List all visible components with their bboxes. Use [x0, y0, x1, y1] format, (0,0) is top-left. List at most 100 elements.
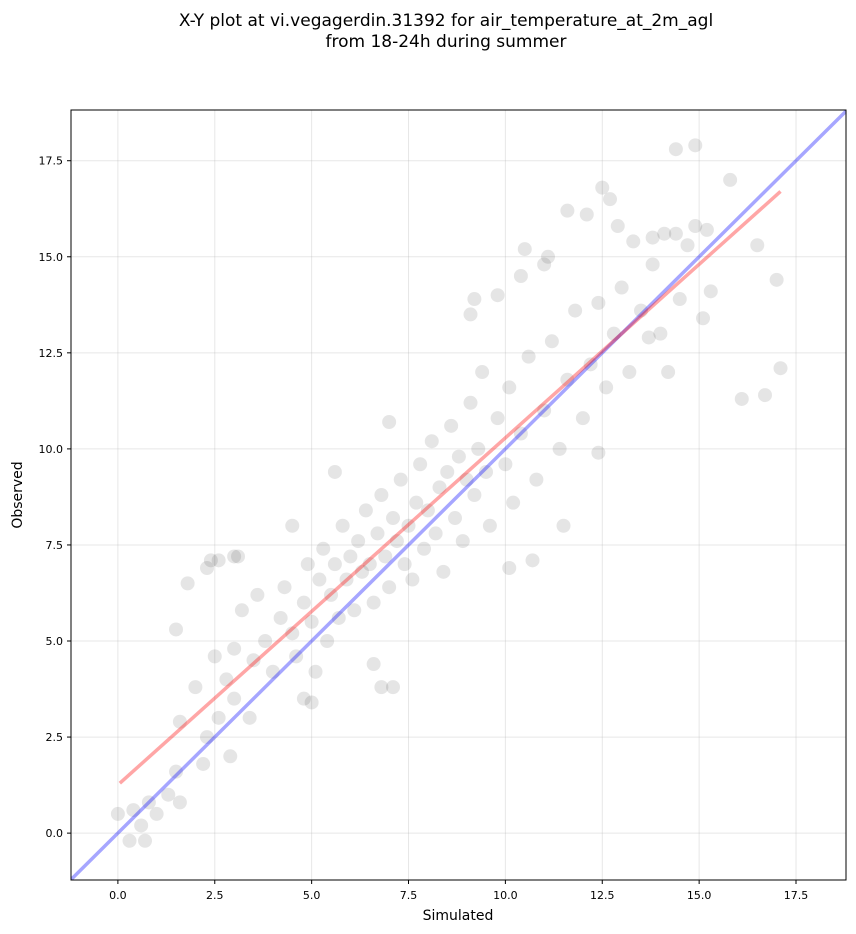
point	[463, 307, 478, 322]
point	[285, 518, 300, 533]
point	[389, 534, 404, 549]
point	[467, 292, 482, 307]
point	[560, 203, 575, 218]
point	[475, 365, 490, 380]
point	[595, 180, 610, 195]
point	[591, 445, 606, 460]
point	[634, 303, 649, 318]
x-axis-label: Simulated	[423, 908, 494, 924]
point	[397, 557, 412, 572]
point	[444, 418, 459, 433]
point	[242, 710, 257, 725]
point	[393, 472, 408, 487]
point	[227, 549, 242, 564]
point	[296, 595, 311, 610]
point	[386, 511, 401, 526]
point	[610, 219, 625, 234]
point	[517, 242, 532, 257]
point	[502, 561, 517, 576]
chart-title: X-Y plot at vi.vegagerdin.31392 for air_…	[179, 11, 713, 52]
point	[366, 595, 381, 610]
point	[750, 238, 765, 253]
point	[149, 806, 164, 821]
y-tick-label: 7.5	[46, 539, 64, 552]
point	[463, 395, 478, 410]
point	[289, 649, 304, 664]
point	[579, 207, 594, 222]
x-tick-label: 5.0	[303, 889, 321, 902]
point	[277, 580, 292, 595]
point	[122, 833, 137, 848]
point	[386, 680, 401, 695]
point	[335, 518, 350, 533]
point	[734, 391, 749, 406]
point	[723, 172, 738, 187]
point	[537, 403, 552, 418]
point	[758, 388, 773, 403]
point	[161, 787, 176, 802]
y-axis-label: Observed	[10, 461, 26, 528]
point	[285, 626, 300, 641]
point	[490, 288, 505, 303]
point	[479, 464, 494, 479]
point	[436, 564, 451, 579]
point	[432, 480, 447, 495]
point	[200, 561, 215, 576]
y-tick-label: 2.5	[46, 731, 64, 744]
point	[575, 411, 590, 426]
point	[513, 268, 528, 283]
point	[599, 380, 614, 395]
point	[223, 749, 238, 764]
point	[196, 756, 211, 771]
point	[525, 553, 540, 568]
point	[614, 280, 629, 295]
point	[172, 795, 187, 810]
x-tick-label: 17.5	[784, 889, 809, 902]
point	[568, 303, 583, 318]
point	[324, 587, 339, 602]
point	[773, 361, 788, 376]
point	[358, 503, 373, 518]
point	[169, 764, 184, 779]
x-tick-label: 2.5	[206, 889, 224, 902]
point	[172, 714, 187, 729]
point	[556, 518, 571, 533]
point	[696, 311, 711, 326]
point	[126, 803, 141, 818]
point	[234, 603, 249, 618]
point	[668, 226, 683, 241]
point	[378, 549, 393, 564]
point	[401, 518, 416, 533]
point	[331, 610, 346, 625]
point	[339, 572, 354, 587]
x-tick-label: 15.0	[687, 889, 712, 902]
point	[420, 503, 435, 518]
point	[382, 414, 397, 429]
point	[134, 818, 149, 833]
point	[347, 603, 362, 618]
point	[498, 457, 513, 472]
point	[343, 549, 358, 564]
point	[413, 457, 428, 472]
point	[703, 284, 718, 299]
point	[211, 710, 226, 725]
x-tick-label: 0.0	[109, 889, 127, 902]
x-tick-label: 10.0	[493, 889, 518, 902]
point	[645, 257, 660, 272]
point	[455, 534, 470, 549]
point	[603, 192, 618, 207]
point	[482, 518, 497, 533]
point	[366, 657, 381, 672]
point	[138, 833, 153, 848]
point	[657, 226, 672, 241]
point	[180, 576, 195, 591]
point	[320, 634, 335, 649]
point	[668, 142, 683, 157]
point	[300, 557, 315, 572]
point	[265, 664, 280, 679]
point	[606, 326, 621, 341]
point	[382, 580, 397, 595]
point	[471, 441, 486, 456]
point	[169, 622, 184, 637]
